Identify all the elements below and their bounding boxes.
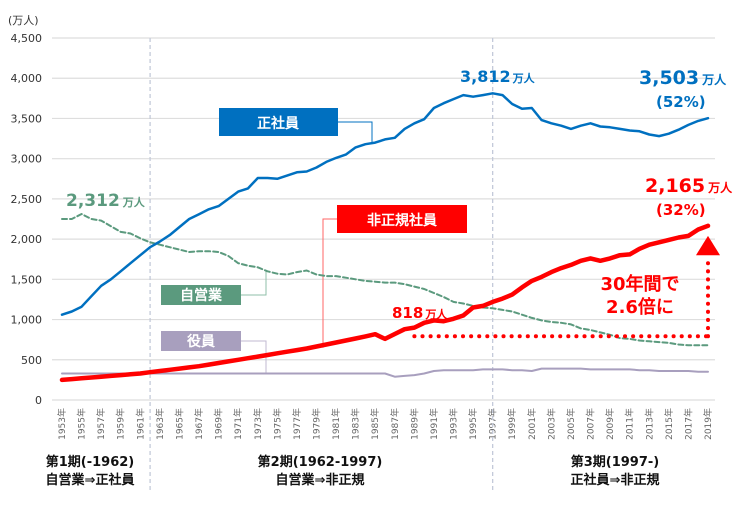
legend-jieigyo: 自営業 xyxy=(161,285,241,305)
x-tick-label: 1991年 xyxy=(428,408,440,440)
x-tick-label: 1995年 xyxy=(467,408,479,440)
x-tick-label: 1979年 xyxy=(310,408,322,440)
annotation-hiseiki-2019: 2,165 万人 xyxy=(645,175,733,197)
period-2: 第2期(1962-1997) 自営業⇒非正規 xyxy=(240,454,400,490)
x-tick-label: 1993年 xyxy=(448,408,460,440)
x-tick-label: 1999年 xyxy=(506,408,518,440)
y-tick-label: 0 xyxy=(35,394,42,407)
x-tick-label: 2009年 xyxy=(604,408,616,440)
annotation-growth-line1: 30年間で xyxy=(600,273,679,295)
y-axis-ticks: 0 500 1,000 1,500 2,000 2,500 3,000 3,500 4,000 4… xyxy=(11,32,43,407)
x-tick-label: 1967年 xyxy=(193,408,205,440)
y-tick-label: 4,500 xyxy=(11,32,43,45)
x-tick-label: 1957年 xyxy=(95,408,107,440)
period-1-title: 第1期(-1962) xyxy=(45,455,135,470)
series-line-hiseiki xyxy=(59,223,711,383)
y-tick-label: 2,500 xyxy=(11,193,43,206)
x-tick-label: 1969年 xyxy=(213,408,225,440)
annotation-seishain-2019: 3,503 万人 xyxy=(639,67,727,89)
x-tick-label: 2013年 xyxy=(643,408,655,440)
x-tick-label: 1989年 xyxy=(408,408,420,440)
x-tick-label: 1953年 xyxy=(56,408,68,440)
x-tick-label: 2011年 xyxy=(624,408,636,440)
leader-jieigyo xyxy=(241,271,267,296)
x-tick-label: 2019年 xyxy=(702,408,714,440)
legend-yakuin-text: 役員 xyxy=(187,333,215,350)
legend-seishain-text: 正社員 xyxy=(257,115,299,132)
x-axis-ticks: 1953年 1955年 1957年 1959年 1961年 1963年 1965年 1967年… xyxy=(56,408,714,440)
x-tick-label: 1987年 xyxy=(389,408,401,440)
series-line-seishain xyxy=(60,92,710,316)
growth-indicator xyxy=(412,235,720,339)
x-tick-label: 2001年 xyxy=(526,408,538,440)
legend-jieigyo-text: 自営業 xyxy=(180,287,223,304)
x-tick-label: 2017年 xyxy=(682,408,694,440)
series-line-jieigyo xyxy=(61,213,709,347)
legend-hiseiki-text: 非正規社員 xyxy=(367,212,437,229)
leader-seishain xyxy=(338,121,373,145)
annotation-seishain-2019-pct: (52%) xyxy=(656,93,706,111)
x-tick-label: 2007年 xyxy=(585,408,597,440)
y-tick-label: 4,000 xyxy=(11,72,43,85)
x-tick-label: 1959年 xyxy=(115,408,127,440)
legend-hiseiki: 非正規社員 xyxy=(337,205,467,233)
x-tick-label: 1975年 xyxy=(271,408,283,440)
period-2-desc: 自営業⇒非正規 xyxy=(275,473,365,488)
annotation-seishain-peak: 3,812 万人 xyxy=(460,67,536,86)
period-3-title: 第3期(1997-) xyxy=(570,455,660,470)
period-3-desc: 正社員⇒非正規 xyxy=(570,473,660,488)
y-tick-label: 500 xyxy=(21,354,42,367)
x-tick-label: 1985年 xyxy=(369,408,381,440)
x-tick-label: 2005年 xyxy=(565,408,577,440)
x-tick-label: 2015年 xyxy=(663,408,675,440)
x-tick-label: 1955年 xyxy=(76,408,88,440)
x-tick-label: 2003年 xyxy=(545,408,557,440)
x-tick-label: 1971年 xyxy=(232,408,244,440)
annotation-hiseiki-1986: 818 万人 xyxy=(392,304,448,322)
legend-seishain: 正社員 xyxy=(219,108,338,136)
y-axis-unit: (万人) xyxy=(8,14,39,27)
growth-arrow-up-icon xyxy=(696,235,720,256)
y-tick-label: 3,000 xyxy=(11,153,43,166)
legend-yakuin: 役員 xyxy=(161,331,241,351)
series-lines xyxy=(59,92,711,383)
y-tick-label: 2,000 xyxy=(11,233,43,246)
annotation-jieigyo-1955: 2,312 万人 xyxy=(66,191,146,211)
y-tick-label: 1,000 xyxy=(11,314,43,327)
x-tick-label: 1983年 xyxy=(350,408,362,440)
period-dividers xyxy=(149,38,494,492)
period-1-desc: 自営業⇒正社員 xyxy=(45,473,135,488)
label-leaders xyxy=(241,121,373,374)
series-line-yakuin xyxy=(61,367,709,378)
leader-hiseiki xyxy=(322,218,337,348)
annotation-hiseiki-2019-pct: (32%) xyxy=(656,201,706,219)
period-1: 第1期(-1962) 自営業⇒正社員 xyxy=(30,454,150,490)
x-tick-label: 1981年 xyxy=(330,408,342,440)
y-tick-label: 3,500 xyxy=(11,112,43,125)
leader-yakuin xyxy=(241,340,267,374)
x-tick-label: 1961年 xyxy=(134,408,146,440)
gridlines xyxy=(52,37,715,401)
period-2-title: 第2期(1962-1997) xyxy=(257,455,383,470)
x-tick-label: 1965年 xyxy=(173,408,185,440)
x-tick-label: 1977年 xyxy=(291,408,303,440)
annotation-growth-line2: 2.6倍に xyxy=(606,296,674,318)
period-3: 第3期(1997-) 正社員⇒非正規 xyxy=(555,454,675,490)
x-tick-label: 1973年 xyxy=(252,408,264,440)
x-tick-label: 1963年 xyxy=(154,408,166,440)
y-tick-label: 1,500 xyxy=(11,273,43,286)
